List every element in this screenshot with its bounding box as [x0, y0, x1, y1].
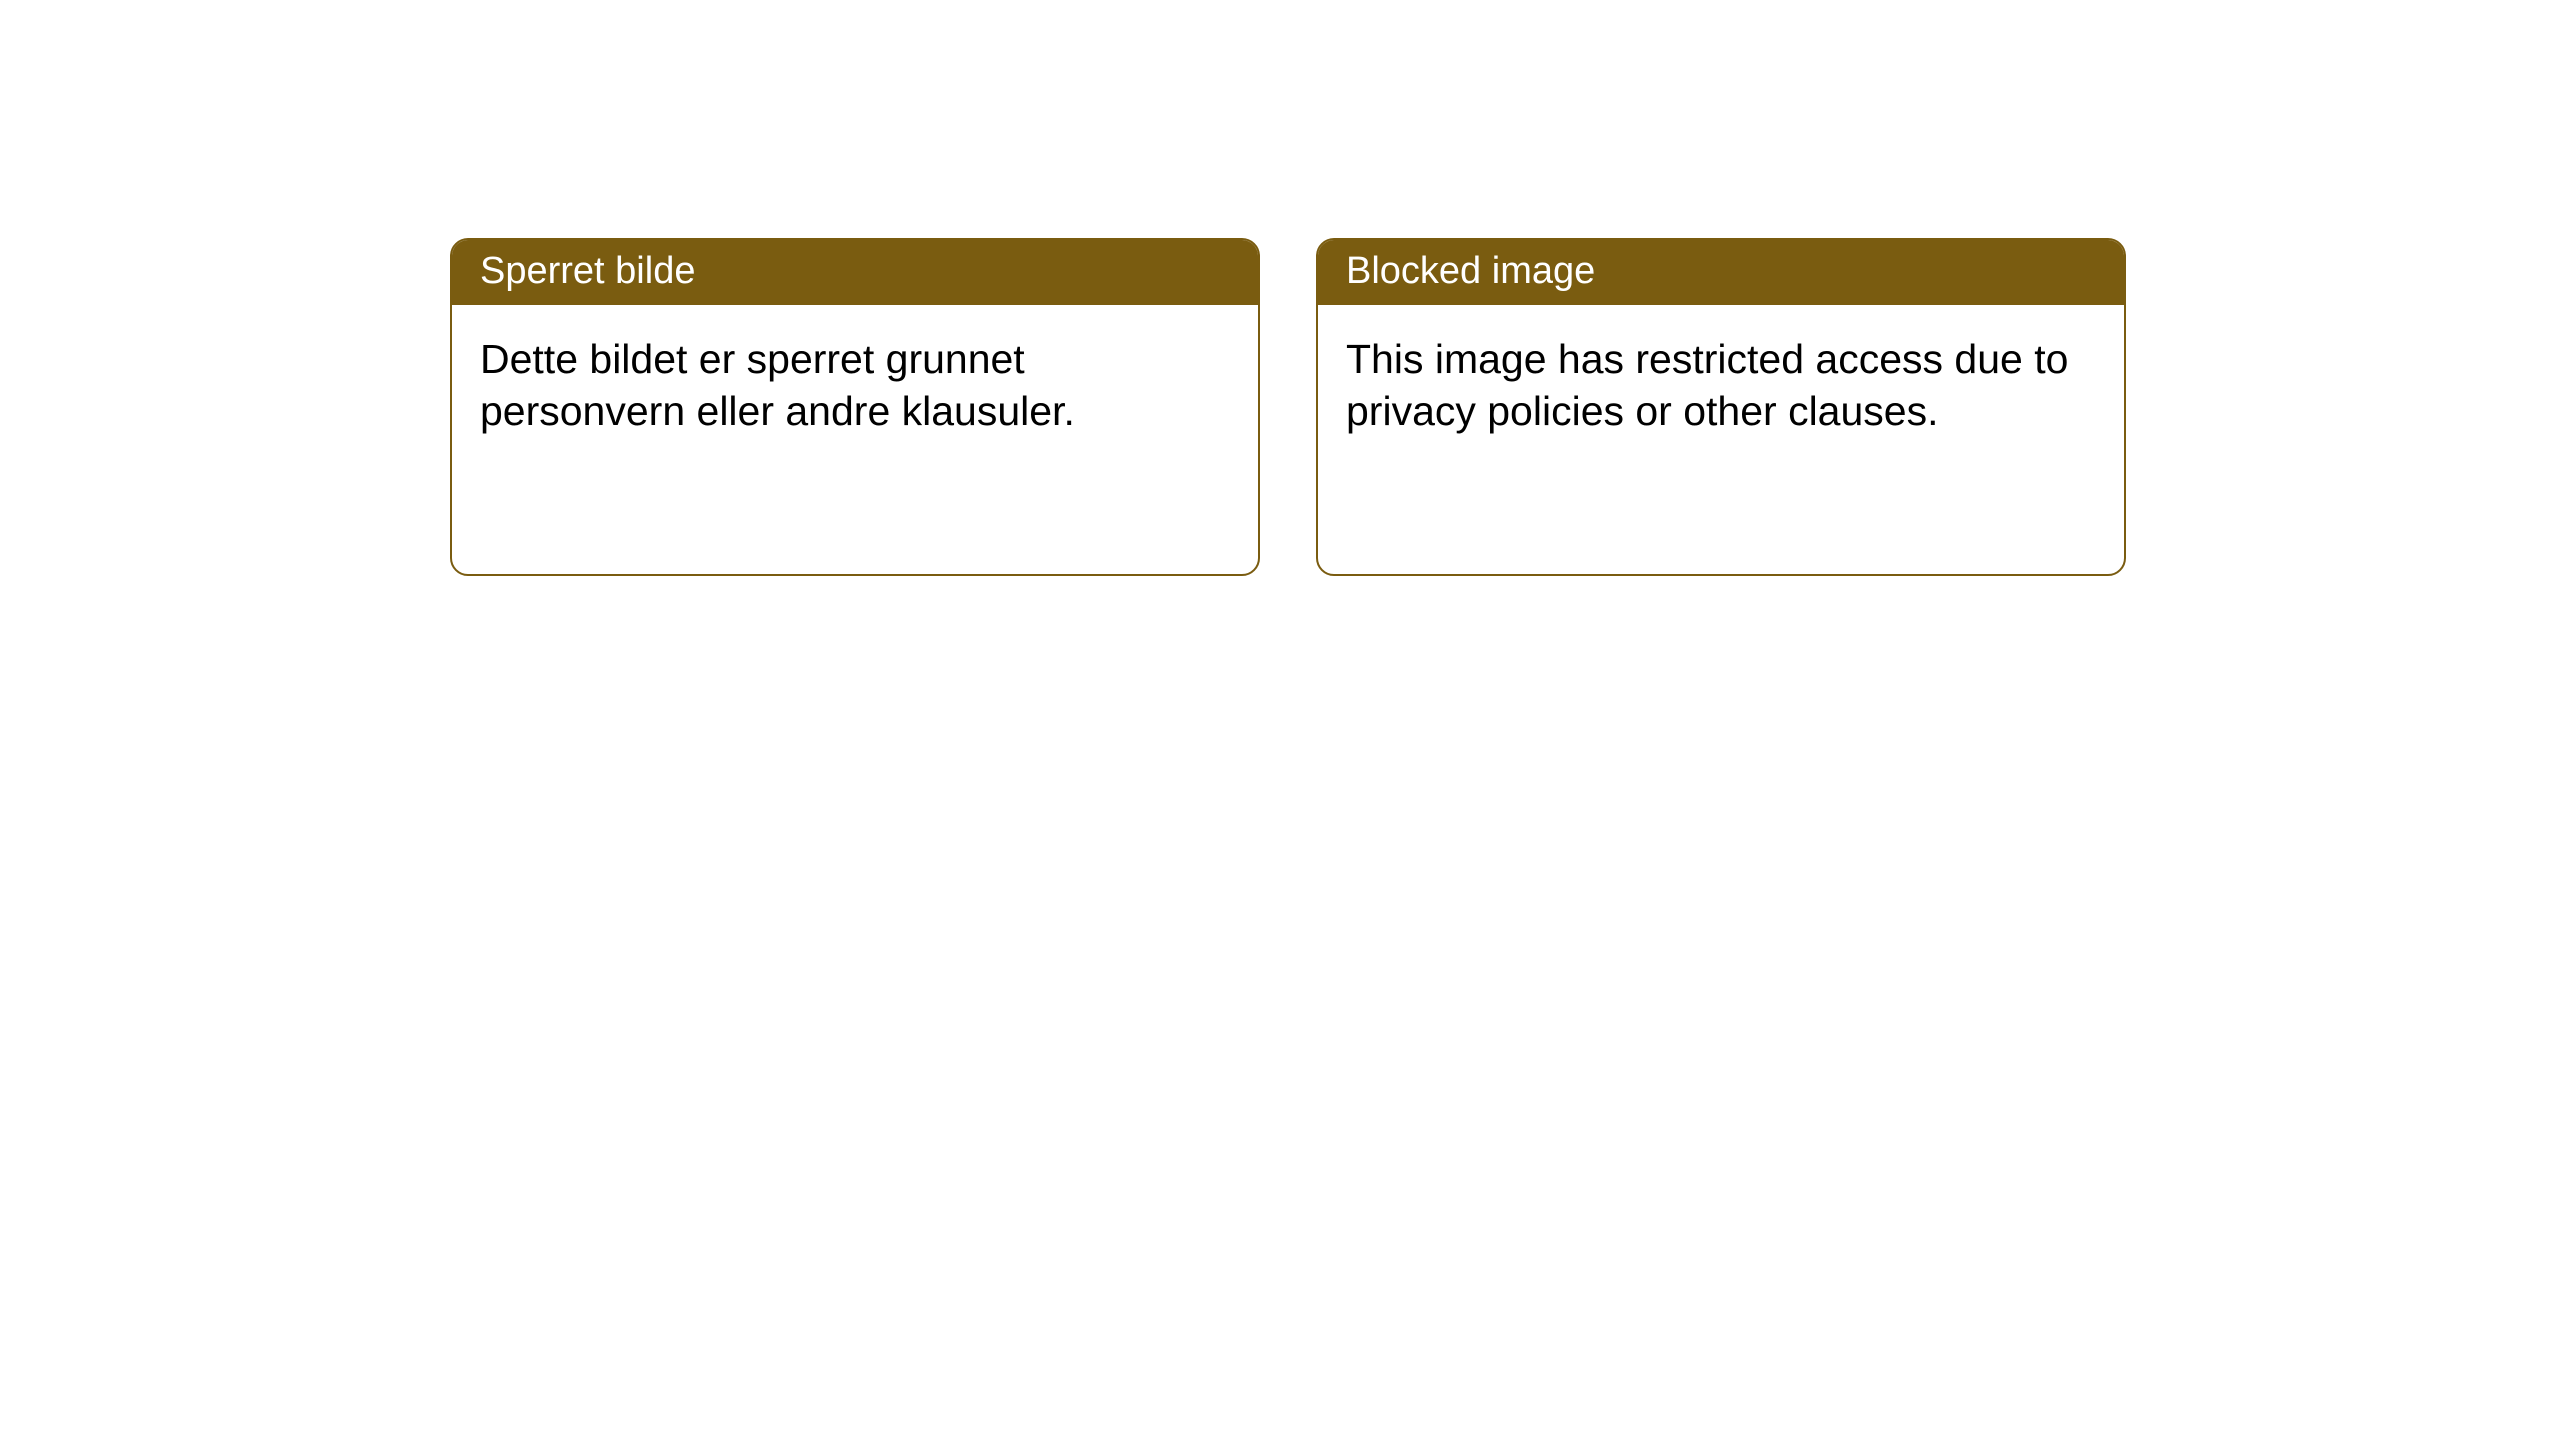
card-title: Blocked image: [1318, 240, 2124, 305]
card-title: Sperret bilde: [452, 240, 1258, 305]
notice-container: Sperret bilde Dette bildet er sperret gr…: [0, 0, 2560, 576]
notice-card-norwegian: Sperret bilde Dette bildet er sperret gr…: [450, 238, 1260, 576]
card-body-text: This image has restricted access due to …: [1318, 305, 2124, 466]
notice-card-english: Blocked image This image has restricted …: [1316, 238, 2126, 576]
card-body-text: Dette bildet er sperret grunnet personve…: [452, 305, 1258, 466]
